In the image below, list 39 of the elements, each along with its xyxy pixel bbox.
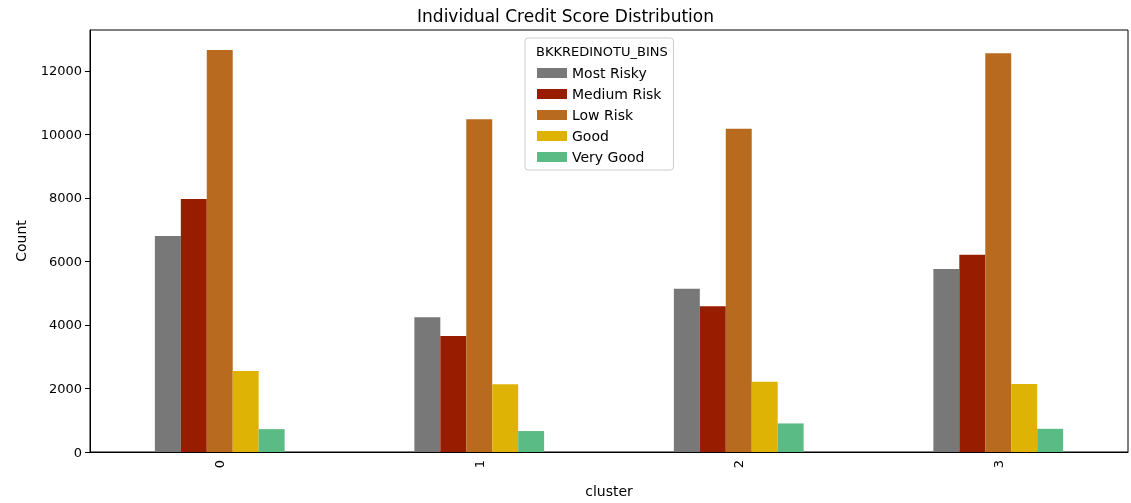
bar — [699, 306, 726, 452]
legend-title: BKKREDINOTU_BINS — [536, 44, 668, 59]
y-tick-label: 4000 — [48, 317, 82, 333]
legend-label: Most Risky — [572, 65, 647, 81]
y-tick-label: 10000 — [40, 126, 82, 142]
y-tick-label: 2000 — [48, 380, 82, 396]
x-tick-label: 1 — [471, 460, 487, 469]
bar — [232, 371, 259, 452]
bar — [466, 119, 493, 452]
bar — [777, 423, 804, 452]
bar — [1037, 428, 1064, 452]
bar — [258, 429, 285, 452]
legend-label: Good — [572, 128, 609, 144]
y-axis-title: Count — [13, 219, 29, 262]
bar — [673, 288, 700, 452]
bar — [492, 384, 519, 452]
bar — [414, 317, 441, 452]
bar — [518, 431, 545, 452]
bar — [180, 198, 207, 452]
bar — [154, 236, 181, 452]
x-tick-label: 2 — [731, 460, 747, 469]
chart-title: Individual Credit Score Distribution — [417, 5, 714, 26]
legend-label: Medium Risk — [572, 86, 663, 102]
y-tick-label: 8000 — [48, 190, 82, 206]
y-tick-label: 12000 — [40, 63, 82, 79]
bar — [206, 50, 233, 452]
bar — [751, 381, 778, 452]
x-tick-label: 3 — [990, 460, 1006, 469]
legend-label: Very Good — [572, 149, 645, 165]
bar — [959, 254, 986, 452]
legend-label: Low Risk — [572, 107, 634, 123]
bar — [440, 336, 467, 452]
bar — [985, 53, 1012, 452]
y-tick-label: 6000 — [48, 253, 82, 269]
x-tick-label: 0 — [212, 460, 228, 469]
bar — [725, 128, 752, 452]
bar — [1011, 384, 1038, 452]
x-axis-title: cluster — [585, 483, 634, 499]
bar — [933, 269, 960, 452]
